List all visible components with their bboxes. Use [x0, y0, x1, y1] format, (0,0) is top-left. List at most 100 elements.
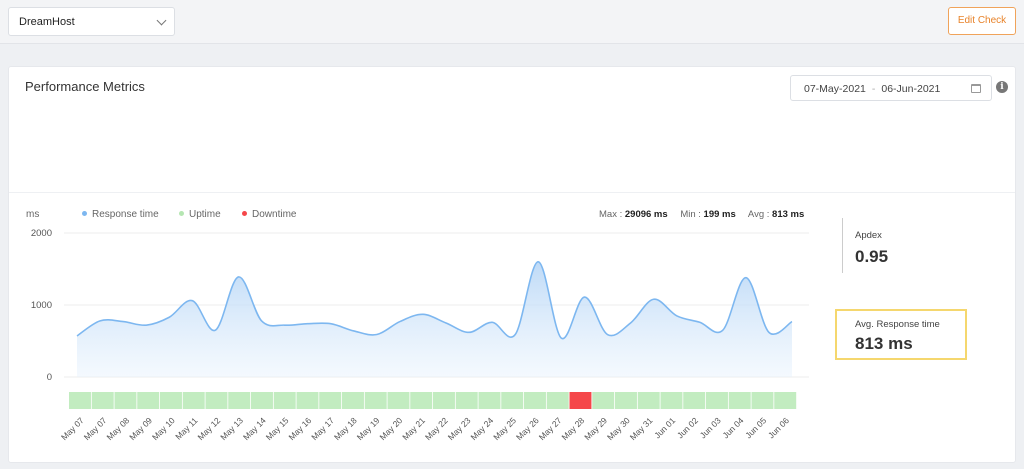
apdex-panel: Apdex 0.95 [842, 218, 888, 273]
stat-min-value: 199 ms [703, 209, 736, 220]
x-tick-label: May 27 [537, 415, 564, 442]
x-tick-label: May 18 [332, 415, 359, 442]
uptime-segment [660, 392, 683, 409]
x-tick-label: May 19 [355, 415, 382, 442]
x-tick-label: May 07 [82, 415, 109, 442]
x-tick-label: Jun 02 [675, 415, 700, 440]
uptime-segment [751, 392, 774, 409]
x-tick-label: May 20 [378, 415, 405, 442]
x-tick-label: May 17 [309, 415, 336, 442]
stat-max-value: 29096 ms [624, 209, 668, 220]
apdex-label: Apdex [855, 230, 882, 241]
apdex-value: 0.95 [855, 247, 889, 266]
legend-response[interactable]: Response time [82, 209, 159, 220]
x-tick-label: May 12 [196, 415, 223, 442]
legend-uptime[interactable]: Uptime [179, 209, 221, 220]
x-tick-label: May 22 [423, 415, 450, 442]
x-tick-label: Jun 01 [652, 415, 677, 440]
x-tick-label: Jun 05 [743, 415, 768, 440]
x-tick-label: May 09 [127, 415, 154, 442]
avg-response-panel: Avg. Response time 813 ms [835, 309, 967, 360]
x-tick-label: May 11 [173, 415, 200, 442]
legend-response-dot [82, 211, 87, 216]
x-tick-label: May 10 [150, 415, 177, 442]
uptime-segment [160, 392, 182, 409]
uptime-segment [706, 392, 728, 409]
x-tick-label: May 30 [605, 415, 632, 442]
x-tick-label: May 08 [105, 415, 132, 442]
uptime-segment [433, 392, 455, 409]
uptime-segment [637, 392, 660, 409]
uptime-segment [319, 392, 342, 409]
date-separator: - [871, 83, 876, 95]
uptime-segment [501, 392, 524, 409]
edit-check-button[interactable]: Edit Check [948, 7, 1016, 35]
date-to: 06-Jun-2021 [881, 83, 941, 95]
legend-uptime-label: Uptime [189, 209, 221, 220]
x-tick-label: May 13 [218, 415, 245, 442]
x-tick-label: May 07 [59, 415, 86, 442]
x-tick-label: May 24 [469, 415, 496, 442]
uptime-segment [137, 392, 160, 409]
legend-response-label: Response time [92, 209, 159, 220]
legend-uptime-dot [179, 211, 184, 216]
x-tick-label: May 26 [514, 415, 541, 442]
avg-response-label: Avg. Response time [855, 319, 940, 330]
x-tick-label: May 23 [446, 415, 473, 442]
performance-card: Performance Metrics 07-May-2021-06-Jun-2… [8, 66, 1016, 463]
site-select[interactable]: DreamHost [8, 7, 175, 36]
x-tick-label: May 31 [628, 415, 655, 442]
uptime-segment [455, 392, 478, 409]
uptime-segment [205, 392, 228, 409]
response-time-line [76, 260, 793, 340]
uptime-segment [683, 392, 706, 409]
date-range-picker[interactable]: 07-May-2021-06-Jun-2021 [790, 75, 992, 101]
uptime-segment [91, 392, 114, 409]
y-tick-label: 1000 [31, 300, 52, 311]
uptime-segment [182, 392, 205, 409]
downtime-segment [569, 392, 592, 409]
x-tick-label: Jun 03 [698, 415, 723, 440]
uptime-segment [342, 392, 364, 409]
calendar-icon [971, 84, 981, 93]
x-tick-label: Jun 06 [766, 415, 791, 440]
uptime-segment [296, 392, 319, 409]
x-tick-label: May 25 [491, 415, 518, 442]
uptime-segment [364, 392, 387, 409]
y-tick-label: 2000 [31, 228, 52, 239]
chevron-down-icon [156, 15, 167, 26]
uptime-segment [478, 392, 501, 409]
legend-downtime-dot [242, 211, 247, 216]
x-tick-label: Jun 04 [720, 415, 745, 440]
x-tick-label: May 15 [264, 415, 291, 442]
top-toolbar: DreamHost Edit Check [0, 0, 1024, 44]
x-tick-label: May 16 [287, 415, 314, 442]
uptime-segment [273, 392, 296, 409]
x-tick-label: May 28 [560, 415, 587, 442]
card-divider [9, 192, 1015, 193]
y-tick-label: 0 [47, 372, 52, 383]
uptime-segment [114, 392, 137, 409]
uptime-segment [592, 392, 615, 409]
y-unit-label: ms [26, 209, 40, 220]
legend-downtime[interactable]: Downtime [242, 209, 296, 220]
x-tick-label: May 21 [400, 415, 427, 442]
uptime-segment [387, 392, 410, 409]
uptime-segment [774, 392, 797, 409]
uptime-segment [69, 392, 91, 409]
uptime-segment [546, 392, 569, 409]
info-icon[interactable]: i [996, 81, 1008, 93]
site-select-value: DreamHost [19, 16, 75, 28]
stat-max-label: Max : [599, 209, 623, 220]
stat-min-label: Min : [680, 209, 701, 220]
uptime-segment [410, 392, 433, 409]
x-tick-label: May 29 [582, 415, 609, 442]
legend-downtime-label: Downtime [252, 209, 297, 220]
card-title: Performance Metrics [25, 79, 145, 94]
uptime-segment [728, 392, 751, 409]
uptime-segment [228, 392, 251, 409]
uptime-segment [251, 392, 273, 409]
stat-avg-label: Avg : [747, 209, 770, 220]
date-from: 07-May-2021 [804, 83, 866, 95]
